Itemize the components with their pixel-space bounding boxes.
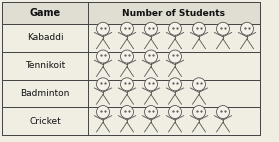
Text: Cricket: Cricket [29,117,61,126]
Circle shape [217,22,230,35]
Circle shape [169,22,182,35]
Bar [2,107,260,135]
Circle shape [97,78,109,91]
Circle shape [169,78,182,91]
Bar [2,80,260,107]
Circle shape [97,50,109,63]
Text: Kabaddi: Kabaddi [27,33,63,42]
Circle shape [169,106,182,119]
Circle shape [193,106,206,119]
Circle shape [145,22,157,35]
Circle shape [97,22,109,35]
Text: Badminton: Badminton [20,89,70,98]
Text: Number of Students: Number of Students [122,9,225,17]
Circle shape [121,50,133,63]
Circle shape [121,22,133,35]
Text: Tennikoit: Tennikoit [25,61,65,70]
Circle shape [193,22,206,35]
Bar [2,2,260,24]
Text: Game: Game [30,8,61,18]
Bar [2,24,260,52]
Circle shape [97,106,109,119]
Circle shape [240,22,254,35]
Circle shape [145,50,157,63]
Circle shape [193,78,206,91]
Circle shape [121,106,133,119]
Bar [2,52,260,80]
Circle shape [145,78,157,91]
Circle shape [217,106,230,119]
Circle shape [121,78,133,91]
Circle shape [169,50,182,63]
Circle shape [145,106,157,119]
